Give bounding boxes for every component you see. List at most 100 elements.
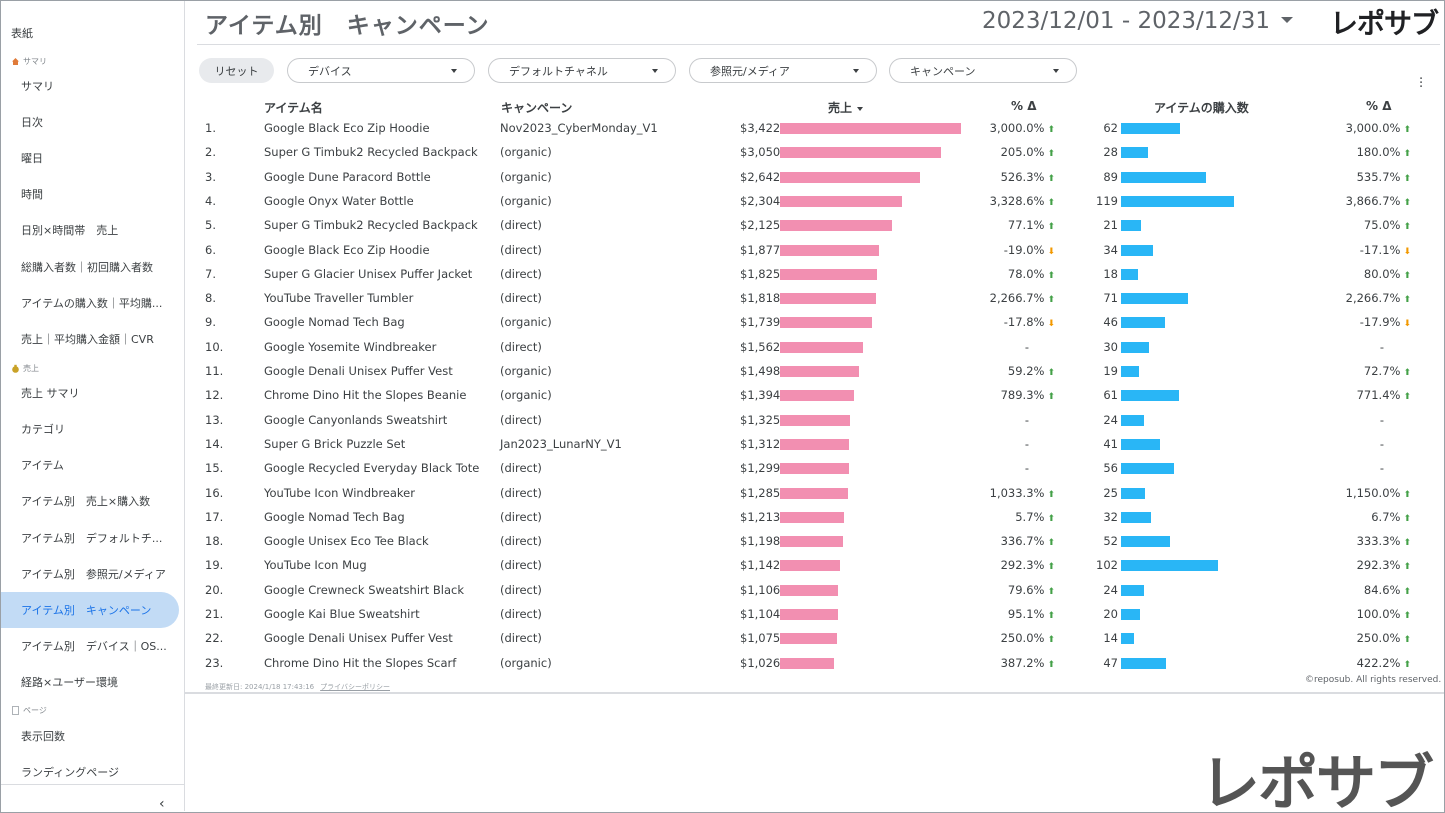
table-row[interactable]: 7. Super G Glacier Unisex Puffer Jacket (d… [197,263,1440,287]
arrow-up-icon: ⬆ [1047,586,1055,597]
sidebar-item[interactable]: アイテム別 参照元/メディア [21,568,166,581]
arrow-up-icon: ⬆ [1047,538,1055,549]
collapse-sidebar-icon[interactable]: ‹ [159,796,165,812]
filter-label: デバイス [308,64,352,78]
table-row[interactable]: 5. Super G Timbuk2 Recycled Backpack (dire… [197,214,1440,238]
sales-delta: 3,328.6% ⬆ [990,194,1055,208]
table-row[interactable]: 10. Google Yosemite Windbreaker (direct) $1… [197,336,1440,360]
column-header-sales[interactable]: 売上 [828,99,864,116]
qty-delta: 771.4% ⬆ [1357,388,1411,402]
sidebar-item[interactable]: サマリ [21,80,54,93]
arrow-up-icon: ⬆ [1403,611,1411,621]
table-row[interactable]: 20. Google Crewneck Sweatshirt Black (dire… [197,579,1440,603]
sidebar-item[interactable]: アイテム [21,459,64,472]
sidebar-item[interactable]: ランディングページ [21,766,120,779]
table-row[interactable]: 18. Google Unisex Eco Tee Black (direct) $1… [197,530,1440,554]
sales-bar [780,657,835,669]
purchase-qty: 89 [1103,169,1118,184]
privacy-policy-link[interactable]: プライバシーポリシー [320,683,391,691]
sidebar-item[interactable]: アイテム別 キャンペーン [1,592,179,628]
purchase-qty: 46 [1103,315,1118,330]
more-vert-icon[interactable]: · · · [1419,72,1424,95]
sidebar-item[interactable]: 日次 [21,116,43,129]
date-range-picker[interactable]: 2023/12/01 - 2023/12/31 [982,8,1271,34]
sidebar-item[interactable]: カテゴリ [21,423,65,436]
qty-delta-value: 333.3% [1356,534,1401,549]
qty-bar [1121,123,1180,134]
dropdown-caret-icon [451,69,457,73]
sidebar-item[interactable]: 日別×時間帯 売上 [21,224,119,237]
arrow-up-icon: ⬆ [1403,270,1411,281]
table-row[interactable]: 11. Google Denali Unisex Puffer Vest (orga… [197,360,1440,384]
sidebar-item[interactable]: アイテム別 デバイス｜OS... [21,640,167,653]
purchase-qty: 21 [1103,218,1118,233]
purchase-qty: 25 [1103,485,1118,500]
table-row[interactable]: 19. YouTube Icon Mug (direct) $1,142 292.3% ⬆… [197,554,1440,578]
sidebar-item[interactable]: 売上｜平均購入金額｜CVR [21,333,154,346]
table-row[interactable]: 1. Google Black Eco Zip Hoodie Nov2023_Cyb… [197,117,1440,141]
sales-delta-value: 3,000.0% [989,121,1045,135]
table-row[interactable]: 15. Google Recycled Everyday Black Tote (d… [197,457,1440,481]
filter-source-medium[interactable]: 参照元/メディア [689,58,877,83]
table-row[interactable]: 16. YouTube Icon Windbreaker (direct) $1,28… [197,482,1440,506]
qty-delta: 3,866.7% ⬆ [1346,194,1411,208]
sidebar-item[interactable]: アイテム別 デフォルトチ... [21,532,163,545]
column-header-sales-delta[interactable]: % Δ [1011,99,1037,113]
sidebar-item[interactable]: 表示回数 [21,730,65,743]
sidebar-item[interactable]: 曜日 [21,152,43,165]
row-rank: 6. [205,242,216,257]
qty-delta: 3,000.0% ⬆ [1346,121,1411,135]
table-row[interactable]: 9. Google Nomad Tech Bag (organic) $1,739 -1… [197,311,1440,335]
sidebar-item[interactable]: 総購入者数｜初回購入者数 [21,261,153,274]
table-row[interactable]: 13. Google Canyonlands Sweatshirt (direct)… [197,409,1440,433]
table-row[interactable]: 3. Google Dune Paracord Bottle (organic) $2… [197,166,1440,190]
table-row[interactable]: 17. Google Nomad Tech Bag (direct) $1,213 5.… [197,506,1440,530]
table-row[interactable]: 14. Super G Brick Puzzle Set Jan2023_Lunar… [197,433,1440,457]
arrow-up-icon: ⬆ [1403,197,1411,208]
filter-campaign[interactable]: キャンペーン [889,58,1077,83]
table-row[interactable]: 2. Super G Timbuk2 Recycled Backpack (orga… [197,141,1440,165]
home-icon [11,57,20,66]
qty-delta: 333.3% ⬆ [1357,534,1411,548]
qty-delta-value: 3,866.7% [1345,193,1401,208]
table-row[interactable]: 23. Chrome Dino Hit the Slopes Scarf (orga… [197,652,1440,676]
sidebar-item[interactable]: 経路×ユーザー環境 [21,676,118,689]
sidebar-top-label[interactable]: 表紙 [11,27,33,40]
arrow-up-icon: ⬆ [1403,222,1411,233]
reset-button[interactable]: リセット [199,58,274,83]
column-header-item-name[interactable]: アイテム名 [264,101,323,115]
sales-delta: 78.0% ⬆ [1008,267,1055,281]
sidebar-item[interactable]: 時間 [21,188,43,201]
table-row[interactable]: 8. YouTube Traveller Tumbler (direct) $1,81… [197,287,1440,311]
table-row[interactable]: 4. Google Onyx Water Bottle (organic) $2,30… [197,190,1440,214]
item-name: Google Black Eco Zip Hoodie [264,121,430,135]
filter-device[interactable]: デバイス [287,58,475,83]
sales-bar [780,536,844,548]
item-name: Google Denali Unisex Puffer Vest [264,364,453,378]
table-row[interactable]: 6. Google Black Eco Zip Hoodie (direct) $1,… [197,239,1440,263]
column-header-purchase-qty[interactable]: アイテムの購入数 [1154,101,1249,115]
table-row[interactable]: 22. Google Denali Unisex Puffer Vest (dire… [197,627,1440,651]
sales-bar [780,390,854,402]
sales-value: $1,498 [740,364,781,378]
qty-delta-value: - [1379,461,1384,476]
qty-delta-value: 771.4% [1356,388,1401,403]
sales-delta: -17.8% ⬇ [1004,315,1055,329]
sidebar-item[interactable]: アイテム別 売上×購入数 [21,495,151,508]
sales-delta-value: 789.3% [1000,388,1045,403]
column-header-campaign[interactable]: キャンペーン [501,101,573,115]
sales-delta: 59.2% ⬆ [1008,364,1055,378]
filter-default-channel[interactable]: デフォルトチャネル [488,58,676,83]
table-row[interactable]: 21. Google Kai Blue Sweatshirt (direct) $1,… [197,603,1440,627]
sales-value: $2,304 [740,193,781,208]
sidebar-item[interactable]: アイテムの購入数｜平均購... [21,297,163,310]
item-name: Super G Glacier Unisex Puffer Jacket [264,266,473,281]
column-header-qty-delta[interactable]: % Δ [1366,99,1392,113]
chevron-down-icon[interactable] [1281,17,1293,23]
sales-delta-value: 2,266.7% [989,291,1045,306]
table-row[interactable]: 12. Chrome Dino Hit the Slopes Beanie (org… [197,384,1440,408]
purchase-qty: 34 [1103,242,1118,257]
qty-bar [1121,317,1165,329]
sidebar-item[interactable]: 売上 サマリ [21,387,80,400]
qty-delta-value: 72.7% [1363,364,1401,378]
